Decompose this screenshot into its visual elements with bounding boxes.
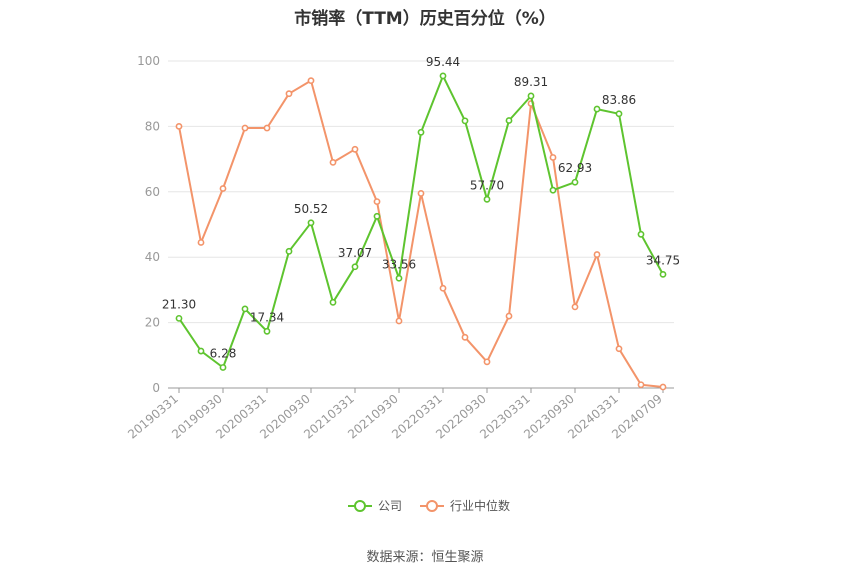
data-point <box>549 186 557 194</box>
data-point <box>483 195 491 203</box>
data-point <box>329 298 337 306</box>
legend-marker-0 <box>354 500 366 512</box>
data-point <box>373 212 381 220</box>
data-point <box>395 274 403 282</box>
data-point <box>285 90 293 98</box>
data-point <box>439 284 447 292</box>
data-point <box>197 239 205 246</box>
y-tick-label: 0 <box>152 381 160 395</box>
chart-source: 数据来源：恒生聚源 <box>366 550 484 565</box>
data-point <box>175 123 183 130</box>
y-tick-label: 20 <box>145 316 160 330</box>
data-point <box>659 383 667 391</box>
data-point <box>417 128 425 136</box>
data-point <box>615 345 623 353</box>
data-point <box>263 124 271 132</box>
data-point <box>417 190 425 197</box>
data-label: 83.86 <box>602 93 636 107</box>
data-point <box>395 317 403 325</box>
data-point <box>527 92 535 100</box>
legend-label-0: 公司 <box>378 499 402 513</box>
data-point <box>505 117 513 124</box>
data-point <box>175 314 183 322</box>
data-point <box>549 154 557 161</box>
data-point <box>439 72 447 80</box>
data-point <box>241 124 249 132</box>
data-point <box>637 381 645 389</box>
data-point <box>285 247 293 255</box>
data-point <box>659 270 667 278</box>
data-point <box>505 312 513 320</box>
y-tick-label: 60 <box>145 185 160 199</box>
data-label: 50.52 <box>294 202 328 216</box>
data-point <box>483 358 491 366</box>
data-point <box>241 305 249 313</box>
data-point <box>351 263 359 271</box>
y-tick-label: 80 <box>145 119 160 133</box>
data-label: 57.70 <box>470 178 504 192</box>
data-label: 6.28 <box>210 346 237 360</box>
data-label: 33.56 <box>382 257 416 271</box>
data-point <box>593 251 601 258</box>
data-label: 17.34 <box>250 310 284 324</box>
data-point <box>329 158 337 166</box>
data-point <box>593 105 601 113</box>
data-point <box>307 77 315 85</box>
y-tick-label: 100 <box>137 54 160 68</box>
data-point <box>373 198 381 206</box>
legend-label-1: 行业中位数 <box>450 498 510 513</box>
data-point <box>263 327 271 335</box>
data-point <box>461 117 469 125</box>
data-point <box>615 110 623 118</box>
y-tick-label: 40 <box>145 250 160 264</box>
data-point <box>219 364 227 371</box>
data-label: 89.31 <box>514 75 548 89</box>
data-label: 95.44 <box>426 55 460 69</box>
data-label: 62.93 <box>558 161 592 175</box>
data-label: 34.75 <box>646 253 680 267</box>
data-point <box>307 219 315 227</box>
legend-marker-1 <box>426 500 438 512</box>
data-point <box>197 347 205 355</box>
data-label: 37.07 <box>338 246 372 260</box>
data-point <box>219 185 227 192</box>
data-point <box>637 230 645 238</box>
data-point <box>351 145 359 153</box>
chart-title: 市销率（TTM）历史百分位（%） <box>294 9 556 29</box>
data-point <box>571 178 579 186</box>
data-label: 21.30 <box>162 297 196 311</box>
data-point <box>571 303 579 311</box>
data-point <box>461 333 469 341</box>
